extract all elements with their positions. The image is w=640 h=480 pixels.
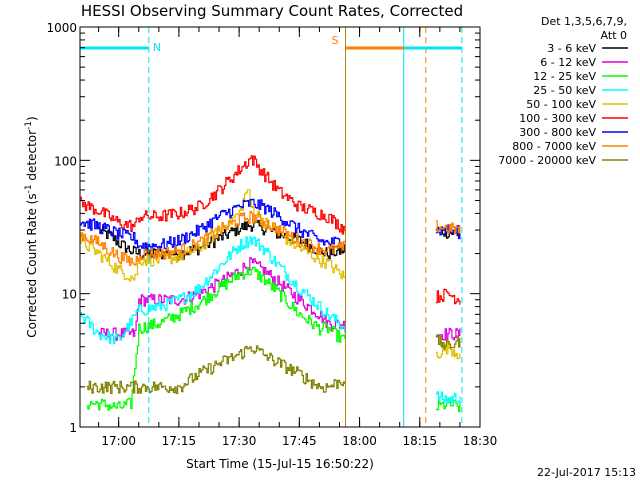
- legend-header-line1: Det 1,3,5,6,7,9,: [541, 15, 627, 28]
- y-tick-label-2: 100: [54, 154, 77, 168]
- series-2-segment-0: [86, 266, 346, 411]
- series-5-segment-1: [435, 288, 461, 305]
- series-8-segment-0: [86, 345, 346, 394]
- series-8-segment-1: [435, 334, 461, 350]
- flag-layer: NS: [80, 27, 463, 427]
- series-3-segment-1: [435, 391, 461, 404]
- x-tick-label-3: 17:45: [282, 434, 317, 448]
- series-4-segment-0: [80, 189, 346, 282]
- x-tick-label-5: 18:15: [402, 434, 437, 448]
- axis-layer: 17:00 17:15 17:30 17:45 18:00 18:15 18:30 1 10 10…: [46, 21, 497, 448]
- legend-label-6: 300 - 800 keV: [519, 126, 596, 139]
- legend-label-4: 50 - 100 keV: [526, 98, 596, 111]
- x-tick-label-6: 18:30: [463, 434, 498, 448]
- legend-label-5: 100 - 300 keV: [519, 112, 596, 125]
- series-1-segment-1: [435, 327, 461, 341]
- x-tick-label-4: 18:00: [342, 434, 377, 448]
- y-tick-label-0: 1: [69, 421, 77, 435]
- plot-frame: [79, 26, 481, 428]
- series-5-segment-0: [80, 155, 346, 235]
- y-axis-label-mid: detector: [25, 130, 39, 185]
- x-tick-label-2: 17:30: [222, 434, 257, 448]
- series-3-segment-0: [80, 236, 346, 345]
- chart-title: HESSI Observing Summary Count Rates, Cor…: [81, 2, 463, 20]
- series-6-segment-0: [80, 198, 346, 252]
- series-7-segment-1: [435, 220, 461, 235]
- y-tick-label-3: 1000: [46, 21, 77, 35]
- legend-label-2: 12 - 25 keV: [533, 70, 596, 83]
- legend-label-0: 3 - 6 keV: [547, 42, 596, 55]
- series-1-segment-0: [98, 257, 346, 341]
- flag-label-1: S: [332, 34, 339, 47]
- legend-label-1: 6 - 12 keV: [540, 56, 596, 69]
- y-tick-label-1: 10: [62, 288, 77, 302]
- y-axis-label-end: ): [25, 116, 39, 121]
- series-layer: [80, 155, 461, 413]
- timestamp: 22-Jul-2017 15:13: [537, 466, 636, 479]
- legend-label-8: 7000 - 20000 keV: [498, 154, 596, 167]
- x-axis-label: Start Time (15-Jul-15 16:50:22): [186, 457, 374, 471]
- y-axis-label-sup2: -1: [24, 121, 34, 130]
- x-tick-label-1: 17:15: [162, 434, 197, 448]
- y-axis-label: Corrected Count Rate (s-1 detector-1): [24, 116, 39, 337]
- legend-header-line2: Att 0: [601, 29, 627, 42]
- y-axis-label-main: Corrected Count Rate (s: [25, 193, 39, 337]
- x-tick-label-0: 17:00: [101, 434, 136, 448]
- legend-label-7: 800 - 7000 keV: [512, 140, 596, 153]
- legend-label-3: 25 - 50 keV: [533, 84, 596, 97]
- series-7-segment-0: [80, 210, 346, 266]
- flag-label-0: N: [153, 41, 161, 54]
- y-axis-label-sup1: -1: [24, 184, 34, 193]
